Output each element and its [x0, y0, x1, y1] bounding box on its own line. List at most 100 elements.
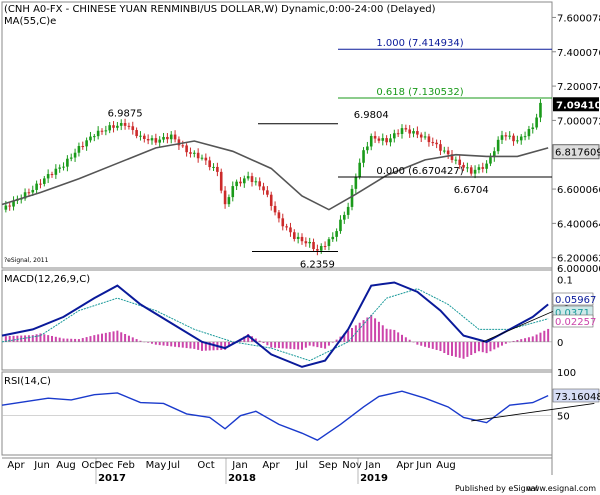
macd-hist-bar — [204, 341, 207, 351]
candle-body — [123, 123, 127, 126]
x-month-label: Sep — [319, 460, 338, 471]
candle-body — [458, 159, 461, 165]
candle-body — [96, 130, 100, 137]
macd-hist-bar — [8, 335, 11, 342]
candle-body — [289, 227, 292, 233]
macd-hist-bar — [320, 341, 323, 348]
rsi-line — [1, 390, 549, 441]
macd-hist-bar — [101, 333, 103, 342]
candle-body — [466, 167, 469, 169]
macd-hist-bar — [520, 339, 523, 342]
macd-hist-bar — [474, 341, 477, 354]
candle-body — [39, 183, 42, 185]
candle-body — [62, 166, 65, 168]
candle-body — [189, 152, 192, 154]
candle-body — [89, 136, 92, 141]
macd-hist-bar — [431, 341, 434, 349]
y-tick-label: 7.400076 — [557, 48, 600, 59]
ma-value-badge — [552, 144, 600, 160]
macd-hist-bar — [12, 335, 15, 342]
candle-body — [339, 219, 342, 232]
macd-hist-bar — [324, 341, 327, 349]
macd-hist-bar — [489, 341, 492, 352]
x-month-label: Apr — [7, 460, 25, 471]
macd-hist-bar — [308, 341, 311, 346]
macd-hist-bar — [293, 341, 296, 350]
watermark: ?eSignal, 2011 — [4, 257, 49, 264]
candle-body — [131, 126, 135, 131]
candle-body — [377, 138, 381, 141]
macd-hist-bar — [301, 341, 303, 350]
macd-hist-bar — [258, 340, 261, 342]
candle-body — [158, 139, 161, 143]
macd-hist-bar — [201, 341, 203, 351]
candle-body — [469, 167, 473, 174]
candle-body — [369, 135, 373, 147]
x-month-label: Aug — [56, 460, 76, 471]
x-month-label: Jul — [167, 460, 180, 471]
macd-hist-bar — [285, 341, 288, 349]
candle-body — [8, 205, 11, 207]
candle-body — [516, 140, 519, 142]
y-tick-label: 7.000072 — [557, 116, 600, 127]
x-month-label: Aug — [436, 460, 456, 471]
candle-body — [527, 129, 531, 137]
candle-body — [327, 239, 331, 247]
candle-body — [404, 128, 408, 130]
x-month-label: Apr — [262, 460, 280, 471]
candle-body — [66, 158, 69, 167]
macd-hist-bar — [366, 317, 369, 342]
candle-body — [373, 135, 377, 139]
candle-body — [450, 154, 454, 160]
macd-hist-bar — [270, 341, 273, 348]
macd-hist-bar — [443, 341, 446, 354]
candle-body — [204, 157, 208, 161]
macd-signal-line — [1, 288, 549, 362]
macd-hist-bar — [297, 341, 300, 350]
candle-body — [331, 236, 335, 240]
macd-hist-bar — [277, 341, 280, 349]
candle-body — [493, 151, 496, 158]
footer-published: Published by eSignal — [455, 484, 538, 493]
candle-body — [143, 135, 146, 139]
macd-hist-bar — [393, 329, 396, 342]
candle-body — [385, 138, 388, 143]
rsi-y-tick-label: 50 — [557, 412, 570, 423]
macd-hist-bar — [358, 322, 361, 342]
macd-hist-bar — [247, 334, 250, 342]
candle-body — [135, 130, 138, 137]
macd-hist-bar — [193, 341, 196, 349]
candle-body — [335, 231, 338, 237]
candle-body — [223, 190, 227, 205]
macd-hist-bar — [481, 341, 484, 353]
candles — [4, 99, 542, 256]
candle-body — [208, 160, 211, 168]
macd-hist-bar — [304, 341, 307, 348]
x-month-label: Jun — [33, 460, 50, 471]
x-month-label: May — [146, 460, 167, 471]
candle-body — [154, 138, 158, 143]
candle-body — [477, 167, 481, 170]
candle-body — [181, 145, 185, 147]
macd-hist-bar — [189, 341, 192, 349]
macd-hist-bar — [243, 336, 246, 342]
candle-body — [177, 139, 181, 146]
rsi-value-badge — [552, 388, 600, 403]
candle-body — [258, 181, 261, 187]
candle-body — [519, 136, 523, 141]
macd-hist-bar — [427, 341, 430, 348]
candle-body — [316, 249, 319, 251]
macd-hist-bar — [227, 341, 230, 347]
macd-hist-bar — [24, 335, 27, 342]
candle-body — [216, 166, 219, 172]
macd-hist-bar — [31, 335, 34, 342]
candle-body — [285, 226, 288, 228]
macd-hist-bar — [58, 337, 61, 342]
macd-hist-bar — [543, 330, 546, 342]
ma-value-label: 6.817609 — [555, 148, 600, 159]
macd-hist-bar — [4, 336, 7, 342]
candle-body — [412, 131, 415, 134]
x-month-label: Jun — [415, 460, 432, 471]
candle-body — [454, 159, 458, 161]
